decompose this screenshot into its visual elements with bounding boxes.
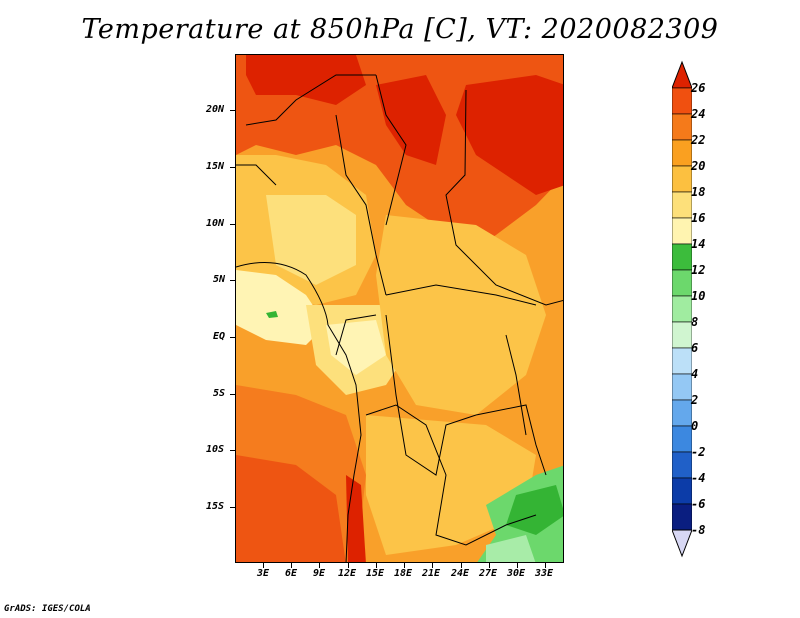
field-max-sw: [236, 455, 346, 562]
colorbar-segment: [672, 139, 692, 167]
colorbar-label: -8: [691, 523, 706, 537]
lon-label: 24E: [451, 568, 470, 579]
field-max-ne: [456, 75, 563, 195]
colorbar-label: 12: [691, 263, 706, 277]
lon-tick: [404, 563, 405, 568]
lat-tick: [230, 337, 235, 338]
lon-label: 12E: [338, 568, 357, 579]
lon-label: 9E: [313, 568, 326, 579]
lon-label: 21E: [422, 568, 441, 579]
colorbar-segment: [672, 269, 692, 297]
lon-label: 3E: [257, 568, 270, 579]
lat-label: 20N: [206, 104, 225, 115]
colorbar-segment: [672, 321, 692, 349]
colorbar-label: 24: [691, 107, 706, 121]
colorbar-segment: [672, 87, 692, 115]
lat-label: 5S: [213, 388, 226, 399]
colorbar-label: 14: [691, 237, 706, 251]
colorbar-segment: [672, 113, 692, 141]
lat-tick: [230, 167, 235, 168]
lon-tick: [461, 563, 462, 568]
field-green-spot: [266, 311, 278, 318]
colorbar-segment: [672, 399, 692, 427]
field-cooler-west: [266, 195, 356, 285]
chart-title: Temperature at 850hPa [C], VT: 202008230…: [81, 14, 719, 45]
lon-label: 18E: [394, 568, 413, 579]
lon-tick: [291, 563, 292, 568]
field-coolest-coast: [236, 270, 326, 345]
colorbar-segment: [672, 425, 692, 453]
lon-label: 27E: [479, 568, 498, 579]
colorbar-segments: [672, 87, 692, 531]
colorbar: [672, 60, 692, 558]
field-green-se-dark: [506, 485, 563, 535]
lat-tick: [230, 224, 235, 225]
colorbar-label: 16: [691, 211, 706, 225]
lat-tick: [230, 450, 235, 451]
lon-tick: [432, 563, 433, 568]
field-max-central-n: [376, 75, 446, 165]
map-svg: [236, 55, 563, 562]
lat-label: 10S: [206, 444, 225, 455]
colorbar-label: 2: [691, 393, 699, 407]
colorbar-segment: [672, 373, 692, 401]
lat-label: EQ: [213, 331, 226, 342]
colorbar-label: 20: [691, 159, 706, 173]
colorbar-segment: [672, 295, 692, 323]
field-green-se-light: [486, 535, 536, 562]
lat-label: 15S: [206, 501, 225, 512]
country-borders: [236, 74, 563, 562]
colorbar-label: 4: [691, 367, 699, 381]
colorbar-segment: [672, 165, 692, 193]
lat-tick: [230, 394, 235, 395]
lon-tick: [263, 563, 264, 568]
colorbar-label: 0: [691, 419, 699, 433]
lat-label: 10N: [206, 218, 225, 229]
colorbar-label: 18: [691, 185, 706, 199]
colorbar-label: 26: [691, 81, 706, 95]
colorbar-segment: [672, 451, 692, 479]
lon-tick: [348, 563, 349, 568]
colorbar-segment: [672, 243, 692, 271]
field-max-north: [246, 55, 366, 105]
colorbar-label: 6: [691, 341, 699, 355]
colorbar-bottom-arrow: [672, 529, 692, 558]
colorbar-segment: [672, 347, 692, 375]
lat-tick: [230, 507, 235, 508]
lon-label: 15E: [366, 568, 385, 579]
lon-tick: [319, 563, 320, 568]
lon-tick: [489, 563, 490, 568]
colorbar-label: 8: [691, 315, 699, 329]
lon-label: 30E: [507, 568, 526, 579]
temperature-map: [235, 54, 564, 563]
lon-tick: [376, 563, 377, 568]
colorbar-top-arrow: [672, 60, 692, 89]
colorbar-segment: [672, 191, 692, 219]
colorbar-label: 22: [691, 133, 706, 147]
colorbar-segment: [672, 503, 692, 531]
lat-tick: [230, 280, 235, 281]
colorbar-label: -4: [691, 471, 706, 485]
lat-label: 15N: [206, 161, 225, 172]
footer-credit: GrADS: IGES/COLA: [4, 604, 91, 614]
field-mild-central: [376, 215, 546, 415]
lon-label: 33E: [535, 568, 554, 579]
field-coolest-gabon: [326, 320, 386, 375]
colorbar-label: -6: [691, 497, 706, 511]
lon-tick: [545, 563, 546, 568]
colorbar-segment: [672, 217, 692, 245]
lon-label: 6E: [285, 568, 298, 579]
colorbar-segment: [672, 477, 692, 505]
lat-label: 5N: [213, 274, 226, 285]
colorbar-label: 10: [691, 289, 706, 303]
colorbar-label: -2: [691, 445, 706, 459]
lon-tick: [517, 563, 518, 568]
lat-tick: [230, 110, 235, 111]
